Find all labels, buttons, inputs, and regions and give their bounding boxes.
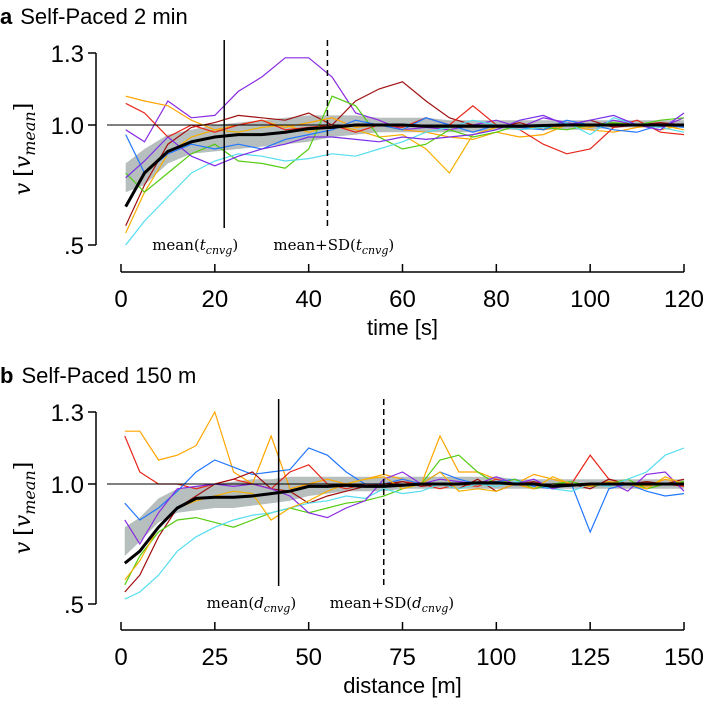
y-label-v: v: [11, 541, 36, 554]
y-tick-label: .5: [64, 233, 84, 260]
y-label-v2: v: [11, 514, 36, 527]
series-line-7: [125, 117, 685, 246]
panel-title-text: Self-Paced 2 min: [20, 4, 188, 29]
label-var: d: [412, 594, 422, 612]
y-label-bracket-close: ]: [11, 462, 36, 471]
label-main: mean+SD(: [273, 236, 355, 254]
x-tick-label: 80: [483, 286, 510, 313]
series-line-4: [125, 102, 685, 155]
sd-band: [124, 476, 684, 556]
panel-title-text: Self-Paced 150 m: [21, 363, 196, 388]
y-label-bracket: [: [11, 527, 36, 536]
y-tick-label: 1.3: [51, 41, 84, 68]
y-tick-label: 1.0: [51, 472, 84, 499]
label-var: t: [200, 236, 207, 254]
y-label-sub: mean: [20, 111, 39, 155]
y-label-v: v: [11, 182, 36, 195]
series-line-5: [124, 447, 685, 600]
x-tick-label: 20: [201, 286, 228, 313]
series-line-1: [125, 81, 685, 227]
label-end: ): [290, 594, 296, 612]
x-axis-label: time [s]: [367, 315, 438, 340]
series-line-8: [125, 112, 685, 179]
mean-line: [124, 123, 684, 208]
x-tick-label: 40: [295, 286, 322, 313]
x-tick-label: 125: [570, 644, 610, 671]
series-line-4: [124, 454, 685, 586]
y-label-v2: v: [11, 155, 36, 168]
panel-letter: a: [0, 4, 13, 29]
y-tick-label: 1.0: [51, 113, 84, 140]
x-tick-label: 100: [476, 644, 516, 671]
panel-letter: b: [0, 363, 13, 388]
x-tick-label: 100: [570, 286, 610, 313]
series-line-3: [125, 121, 685, 234]
x-tick-label: 150: [664, 644, 704, 671]
label-end: ): [388, 236, 394, 254]
x-tick-label: 0: [114, 286, 127, 313]
label-sub: cnvg: [264, 602, 291, 615]
x-tick-label: 0: [114, 644, 127, 671]
label-var: d: [254, 594, 264, 612]
y-label-bracket-close: ]: [11, 103, 36, 112]
label-sub: cnvg: [206, 244, 233, 257]
x-tick-label: 75: [389, 644, 416, 671]
y-tick-label: 1.3: [51, 400, 84, 427]
x-tick-label: 25: [201, 644, 228, 671]
x-axis-label: distance [m]: [343, 673, 462, 698]
mean-line: [123, 481, 684, 565]
x-tick-label: 120: [664, 286, 704, 313]
y-label-sub: mean: [20, 470, 39, 514]
convergence-label-0: mean(dcnvg): [207, 594, 297, 615]
label-sub: cnvg: [422, 602, 449, 615]
convergence-label-0: mean(tcnvg): [152, 236, 238, 257]
label-sub: cnvg: [362, 244, 389, 257]
label-var: t: [356, 236, 363, 254]
y-axis-label: v[vmean]: [11, 462, 39, 555]
label-end: ): [448, 594, 454, 612]
y-axis-label: v[vmean]: [11, 103, 39, 196]
convergence-label-1: mean+SD(tcnvg): [273, 236, 394, 257]
convergence-label-1: mean+SD(dcnvg): [330, 594, 454, 615]
series-line-2: [124, 447, 685, 534]
y-tick-label: .5: [64, 592, 84, 619]
x-tick-label: 60: [389, 286, 416, 313]
panel-title: b Self-Paced 150 m: [0, 363, 196, 388]
x-tick-label: 50: [295, 644, 322, 671]
panel-title: a Self-Paced 2 min: [0, 4, 188, 29]
y-label-bracket: [: [11, 168, 36, 177]
label-main: mean(: [207, 594, 255, 612]
label-main: mean+SD(: [330, 594, 412, 612]
label-end: ): [232, 236, 238, 254]
label-main: mean(: [152, 236, 200, 254]
